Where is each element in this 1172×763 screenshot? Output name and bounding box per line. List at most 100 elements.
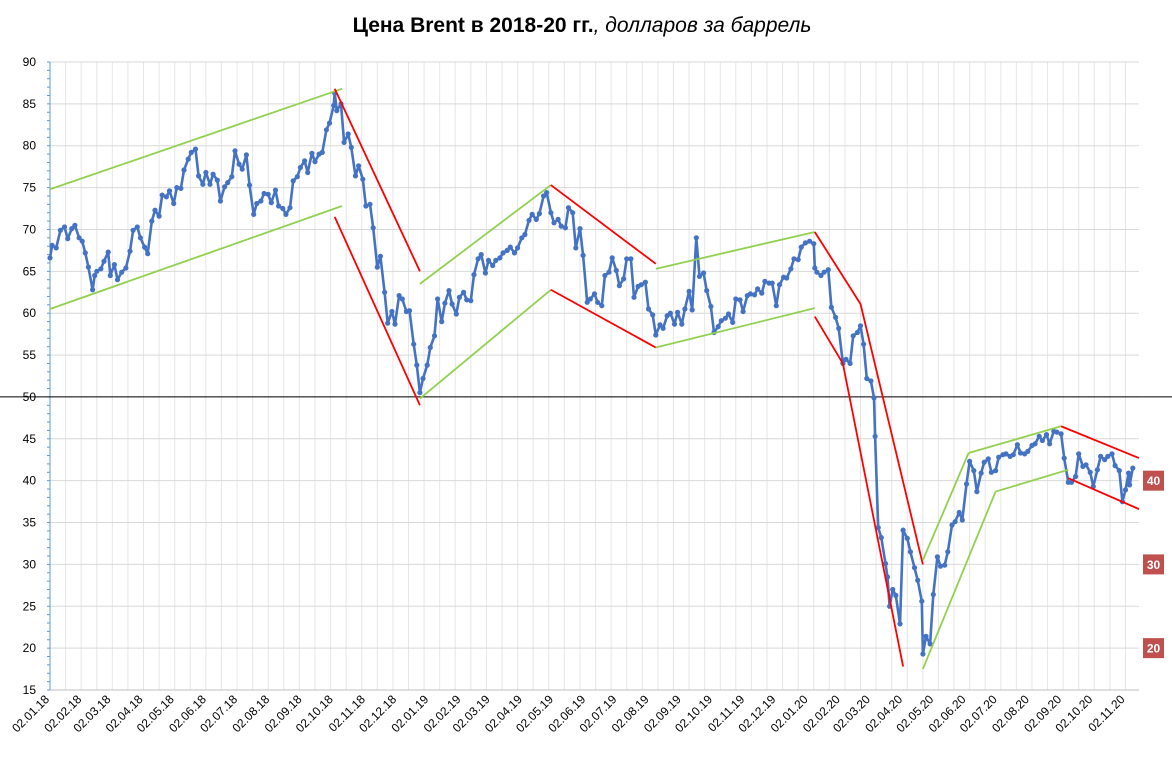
price-point [497,255,503,261]
price-point [645,306,652,312]
price-point [1087,469,1093,475]
price-point [500,250,506,256]
price-point [919,598,925,604]
price-point [1073,473,1079,480]
price-point [1122,487,1129,493]
price-point [755,286,761,292]
price-point [718,318,724,324]
price-point [331,102,337,109]
price-point [519,235,525,241]
y-tick-label: 15 [23,683,37,697]
price-point [283,211,289,217]
price-point [435,296,441,302]
price-point [69,226,75,232]
price-point [784,275,790,281]
price-point [1032,441,1038,447]
price-point [442,300,448,306]
price-point [580,252,586,258]
price-point [584,299,590,305]
price-point [587,296,593,302]
price-point [897,621,903,627]
y-tick-label: 25 [23,599,37,613]
price-point [696,273,703,279]
price-point [945,549,951,555]
price-point [573,245,579,251]
price-point [309,150,315,156]
price-point [653,332,659,338]
price-point [1025,448,1031,454]
price-point [85,264,91,270]
price-point [243,152,249,158]
price-point [624,256,630,262]
price-point [251,211,257,217]
y-tick-label: 60 [23,306,37,320]
price-point [788,266,794,272]
trend-line-red [859,303,924,565]
y-tick-labels: 15 20 25 30 35 40 45 50 55 60 65 70 75 80 85 90 [23,55,37,697]
price-point [529,211,535,217]
price-point [893,592,899,599]
price-point [1112,463,1118,469]
price-point [1076,451,1082,457]
price-point [927,641,933,647]
price-point [276,203,282,209]
price-point [609,255,615,261]
price-point [802,240,809,246]
price-point [229,174,235,180]
price-point [1083,462,1089,468]
price-point [166,188,173,194]
price-point [679,321,685,327]
price-point [949,522,955,528]
price-point [811,241,817,247]
price-point [915,577,921,583]
y-tick-label: 20 [23,641,37,655]
y-tick-label: 50 [23,390,37,404]
price-point [725,311,732,317]
price-point [431,333,438,339]
price-point [214,177,220,183]
price-point [468,298,474,304]
x-tick-labels: 02.01.1802.02.1802.03.1802.04.1802.05.18… [9,692,1128,735]
y-tick-label: 80 [23,139,37,153]
price-point [196,173,202,179]
y-tick-label: 55 [23,348,37,362]
price-point [807,238,813,244]
price-point [178,185,184,191]
price-point [420,375,426,382]
price-point [985,456,991,462]
level-label-text: 40 [1147,474,1161,488]
price-point [821,269,827,275]
price-point [222,184,228,190]
price-point [72,222,78,228]
price-point [417,390,423,396]
price-point [798,244,804,250]
price-point [312,159,318,165]
price-point [850,333,856,339]
price-point [352,173,359,179]
price-point [759,290,765,296]
price-point [478,252,484,258]
trend-line-green [995,468,1069,493]
price-point [456,294,462,300]
price-point [551,220,557,226]
price-point [1043,432,1050,438]
price-point [134,224,140,230]
price-point [370,225,376,231]
price-point [374,264,380,270]
price-point [833,314,839,320]
price-point [272,187,279,193]
trend-line-red [550,288,657,349]
price-point [130,227,136,233]
trend-line-green [49,87,343,191]
price-point [565,205,572,211]
price-point [956,509,962,516]
price-point [937,563,944,569]
price-point [570,210,576,216]
price-point [152,207,158,213]
price-point [389,308,395,315]
price-point [485,257,492,263]
price-point [200,181,206,187]
price-point [981,459,987,465]
price-point [377,253,383,259]
